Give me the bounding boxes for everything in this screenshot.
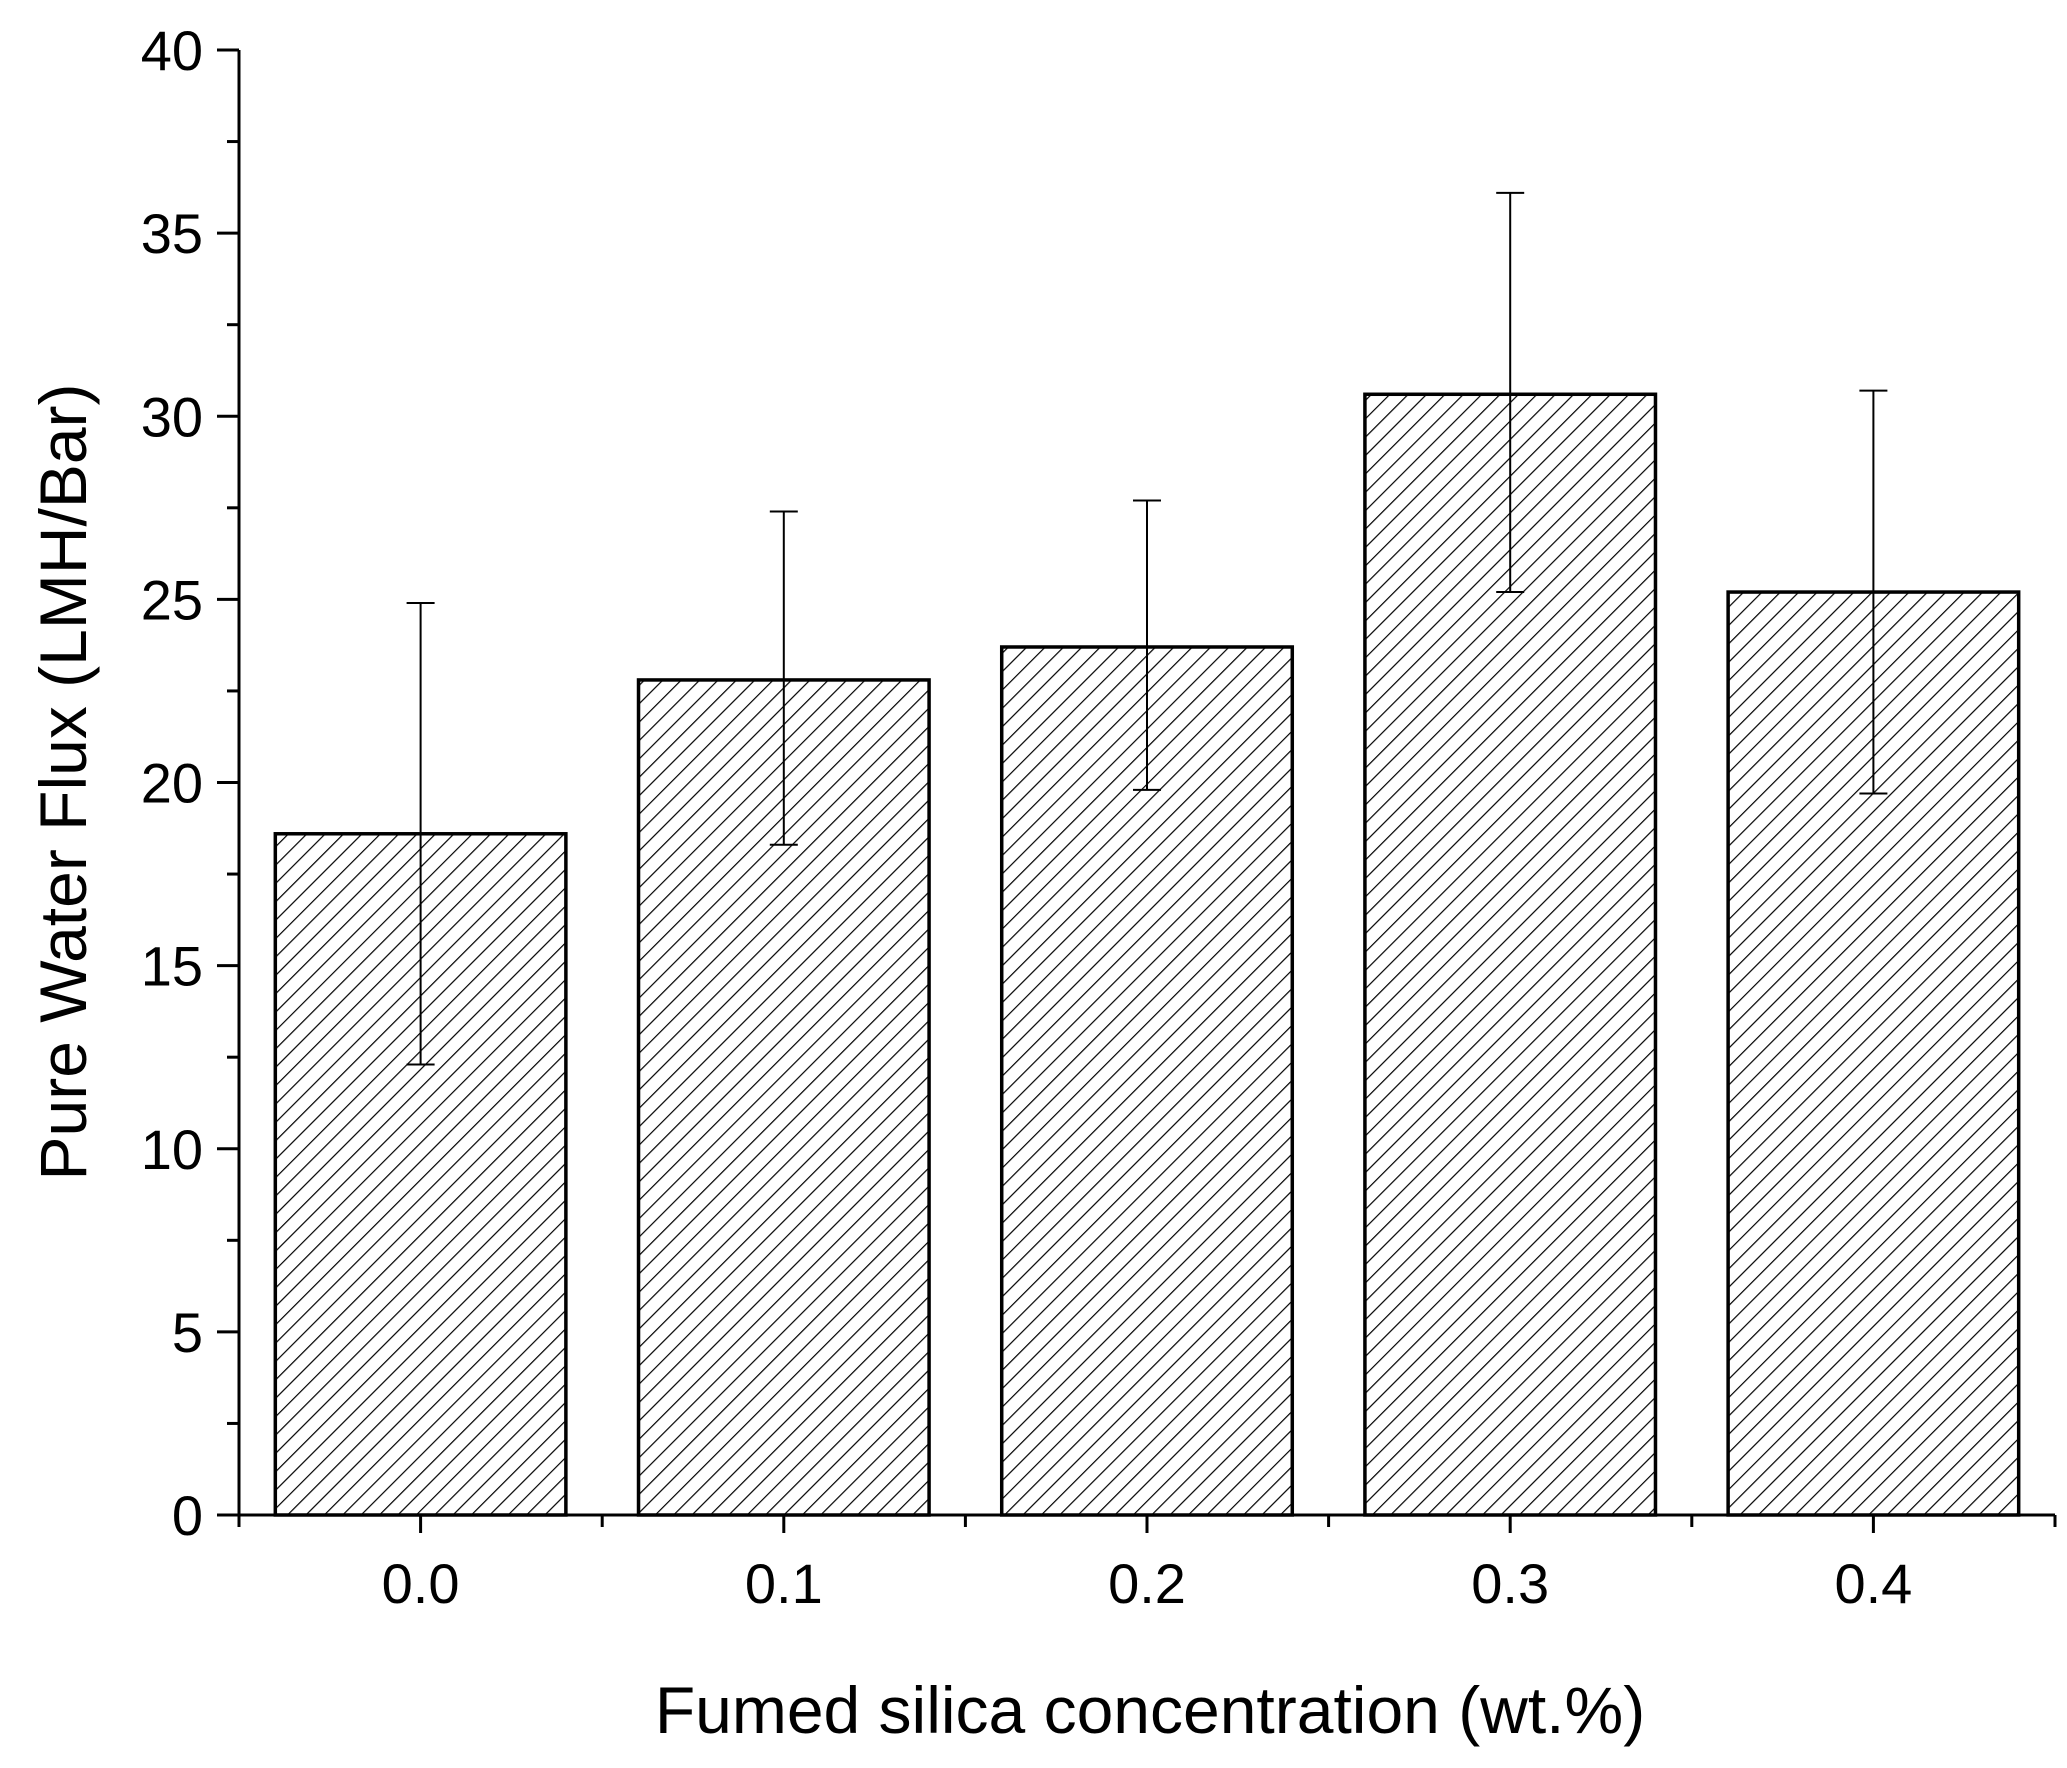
error-bar-0.2 xyxy=(1133,499,1161,791)
y-tick-label: 15 xyxy=(141,935,203,998)
error-bar-0.4 xyxy=(1859,389,1888,795)
error-bar-0.1 xyxy=(769,510,798,846)
x-tick-label: 0.4 xyxy=(1834,1552,1912,1615)
error-bar-0.3 xyxy=(1496,191,1525,594)
y-tick-label: 35 xyxy=(141,202,203,265)
x-tick-label: 0.0 xyxy=(382,1552,460,1615)
x-tick-label: 0.3 xyxy=(1471,1552,1549,1615)
x-tick-label: 0.2 xyxy=(1108,1552,1186,1615)
y-tick-label: 10 xyxy=(141,1118,203,1181)
error-bars-layer xyxy=(406,191,1888,1066)
x-tick-label: 0.1 xyxy=(745,1552,823,1615)
x-axis-ticks: 0.0 0.1 0.2 0.3 0.4 xyxy=(237,1515,2057,1615)
y-axis-ticks: 0 5 10 15 20 25 30 35 40 xyxy=(141,19,239,1547)
y-tick-label: 20 xyxy=(141,752,203,815)
y-tick-label: 25 xyxy=(141,568,203,631)
y-tick-label: 5 xyxy=(172,1301,203,1364)
y-tick-label: 0 xyxy=(172,1484,203,1547)
x-axis-title: Fumed silica concentration (wt.%) xyxy=(655,1673,1645,1747)
y-axis-title: Pure Water Flux (LMH/Bar) xyxy=(26,383,100,1180)
y-tick-label: 40 xyxy=(141,19,203,82)
error-bar-0.0 xyxy=(406,602,435,1066)
y-tick-label: 30 xyxy=(141,385,203,448)
